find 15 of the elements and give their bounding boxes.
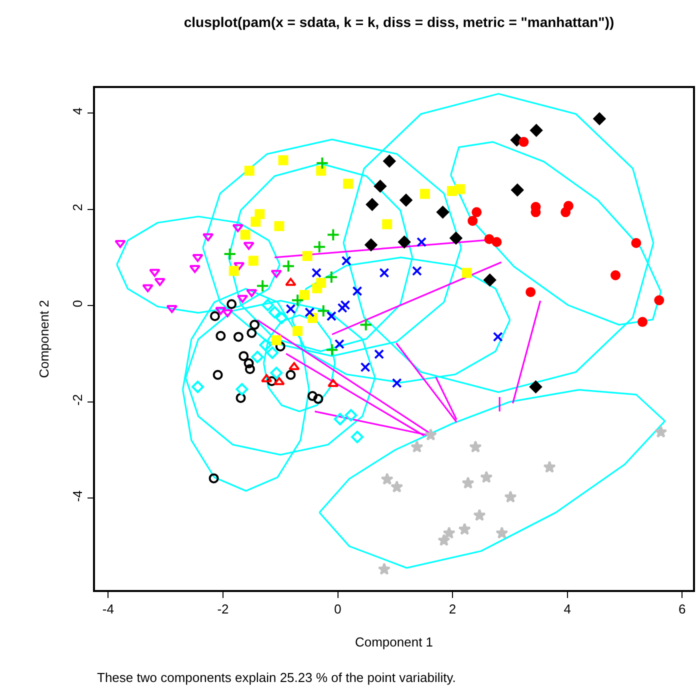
x-tick-label: 6 — [678, 601, 686, 616]
chart-title: clusplot(pam(x = sdata, k = k, diss = diss, metric = "manhattan")) — [184, 14, 614, 30]
y-tick-label: 0 — [70, 300, 86, 308]
text: These two components explain 25.23 % of the point variability. — [97, 670, 456, 685]
x-tick-label: -2 — [217, 601, 229, 616]
x-tick-label: 4 — [564, 601, 571, 616]
y-tick-label: 2 — [70, 204, 86, 211]
y-tick-label: 4 — [70, 107, 86, 115]
x-axis-title: Component 1 — [354, 634, 434, 650]
x-tick-label: 2 — [448, 601, 456, 616]
y-tick-label: -2 — [70, 394, 86, 406]
x-tick-label: -4 — [102, 601, 114, 616]
x-tick-label: 0 — [334, 601, 342, 616]
y-tick-label: -4 — [70, 490, 86, 502]
y-axis-title: Component 2 — [36, 300, 52, 378]
